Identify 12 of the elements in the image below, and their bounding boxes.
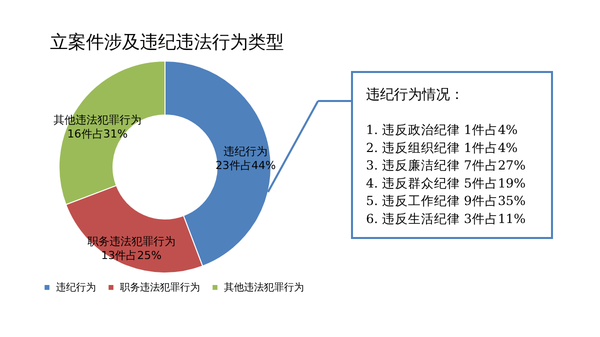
text: 违纪行为情况： [366,87,464,103]
text: 2. 违反组织纪律 1件占4% [366,140,518,155]
slice-label: 违纪行为 [224,145,268,158]
chart-title: 立案件涉及违纪违法行为类型 [50,32,284,53]
text: 3. 违反廉洁纪律 7件占27% [366,158,526,173]
legend-label: 其他违法犯罪行为 [224,281,304,294]
text: 1. 违反政治纪律 1件占4% [366,122,518,137]
text: 4. 违反群众纪律 5件占19% [366,175,526,190]
text: 6. 违反生活纪律 3件占11% [366,211,526,226]
legend-label: 违纪行为 [56,281,96,294]
text: 5. 违反工作纪律 9件占35% [366,193,526,208]
legend-label: 职务违法犯罪行为 [120,281,200,294]
